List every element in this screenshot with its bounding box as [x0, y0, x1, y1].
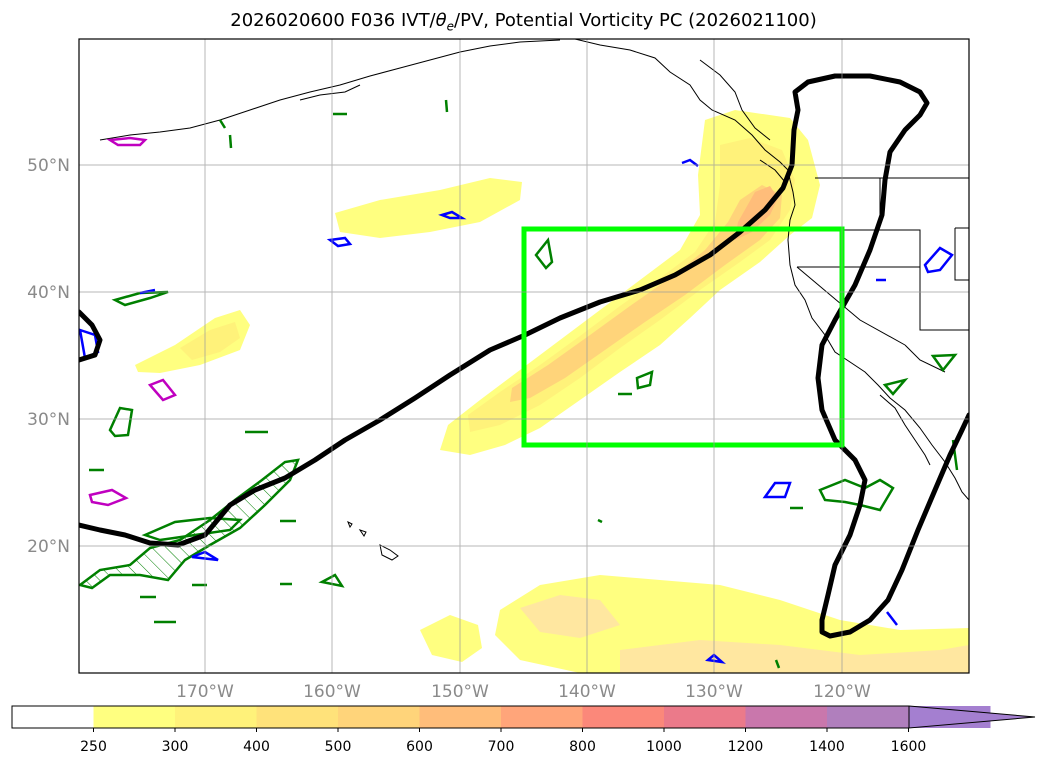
colorbar-segment [582, 706, 665, 728]
colorbar-tick-label: 400 [243, 739, 270, 755]
colorbar-tick-label: 700 [488, 739, 515, 755]
lon-label: 170°W [176, 682, 234, 702]
lat-label: 50°N [27, 156, 70, 176]
colorbar-segment [664, 706, 746, 728]
colorbar: 250 300 400 500 600 700 800 1000 1200 1400 1600 [11, 705, 1036, 755]
colorbar-outline [11, 705, 909, 729]
colorbar-tick-label: 1000 [646, 739, 682, 755]
lat-label: 20°N [27, 537, 70, 557]
colorbar-segment [501, 706, 583, 728]
colorbar-tick-label: 1200 [728, 739, 764, 755]
colorbar-segment [175, 706, 257, 728]
lon-label: 130°W [685, 682, 743, 702]
colorbar-segment [827, 706, 909, 728]
colorbar-tick-label: 800 [569, 739, 596, 755]
colorbar-tick-label: 600 [406, 739, 433, 755]
pc-contour [79, 73, 969, 639]
map-frame [78, 38, 970, 674]
ivt-shading-mid [180, 138, 969, 673]
lat-label: 40°N [27, 283, 70, 303]
colorbar-segment [419, 706, 502, 728]
colorbar-tick-label: 300 [162, 739, 189, 755]
colorbar-segment [745, 706, 828, 728]
colorbar-segment [256, 706, 339, 728]
colorbar-tick-label: 250 [80, 739, 107, 755]
map-title: 2026020600 F036 IVT/θe/PV, Potential Vor… [230, 10, 817, 34]
colorbar-tick-label: 1400 [809, 739, 845, 755]
lon-label: 160°W [303, 682, 361, 702]
colorbar-extend-arrow [908, 705, 1036, 729]
lat-label: 30°N [27, 410, 70, 430]
gridlines [79, 39, 969, 673]
colorbar-tick-label: 1600 [891, 739, 927, 755]
colorbar-segment [338, 706, 420, 728]
lon-label: 120°W [813, 682, 871, 702]
lat-labels: 50°N 40°N 30°N 20°N [27, 156, 70, 557]
pv-contours [79, 99, 959, 669]
colorbar-segment [93, 706, 176, 728]
lon-label: 140°W [558, 682, 616, 702]
lon-label: 150°W [431, 682, 489, 702]
coastlines [99, 39, 969, 561]
colorbar-tick-label: 500 [325, 739, 352, 755]
lon-labels: 170°W 160°W 150°W 140°W 130°W 120°W [176, 682, 871, 702]
colorbar-segment [12, 706, 94, 728]
